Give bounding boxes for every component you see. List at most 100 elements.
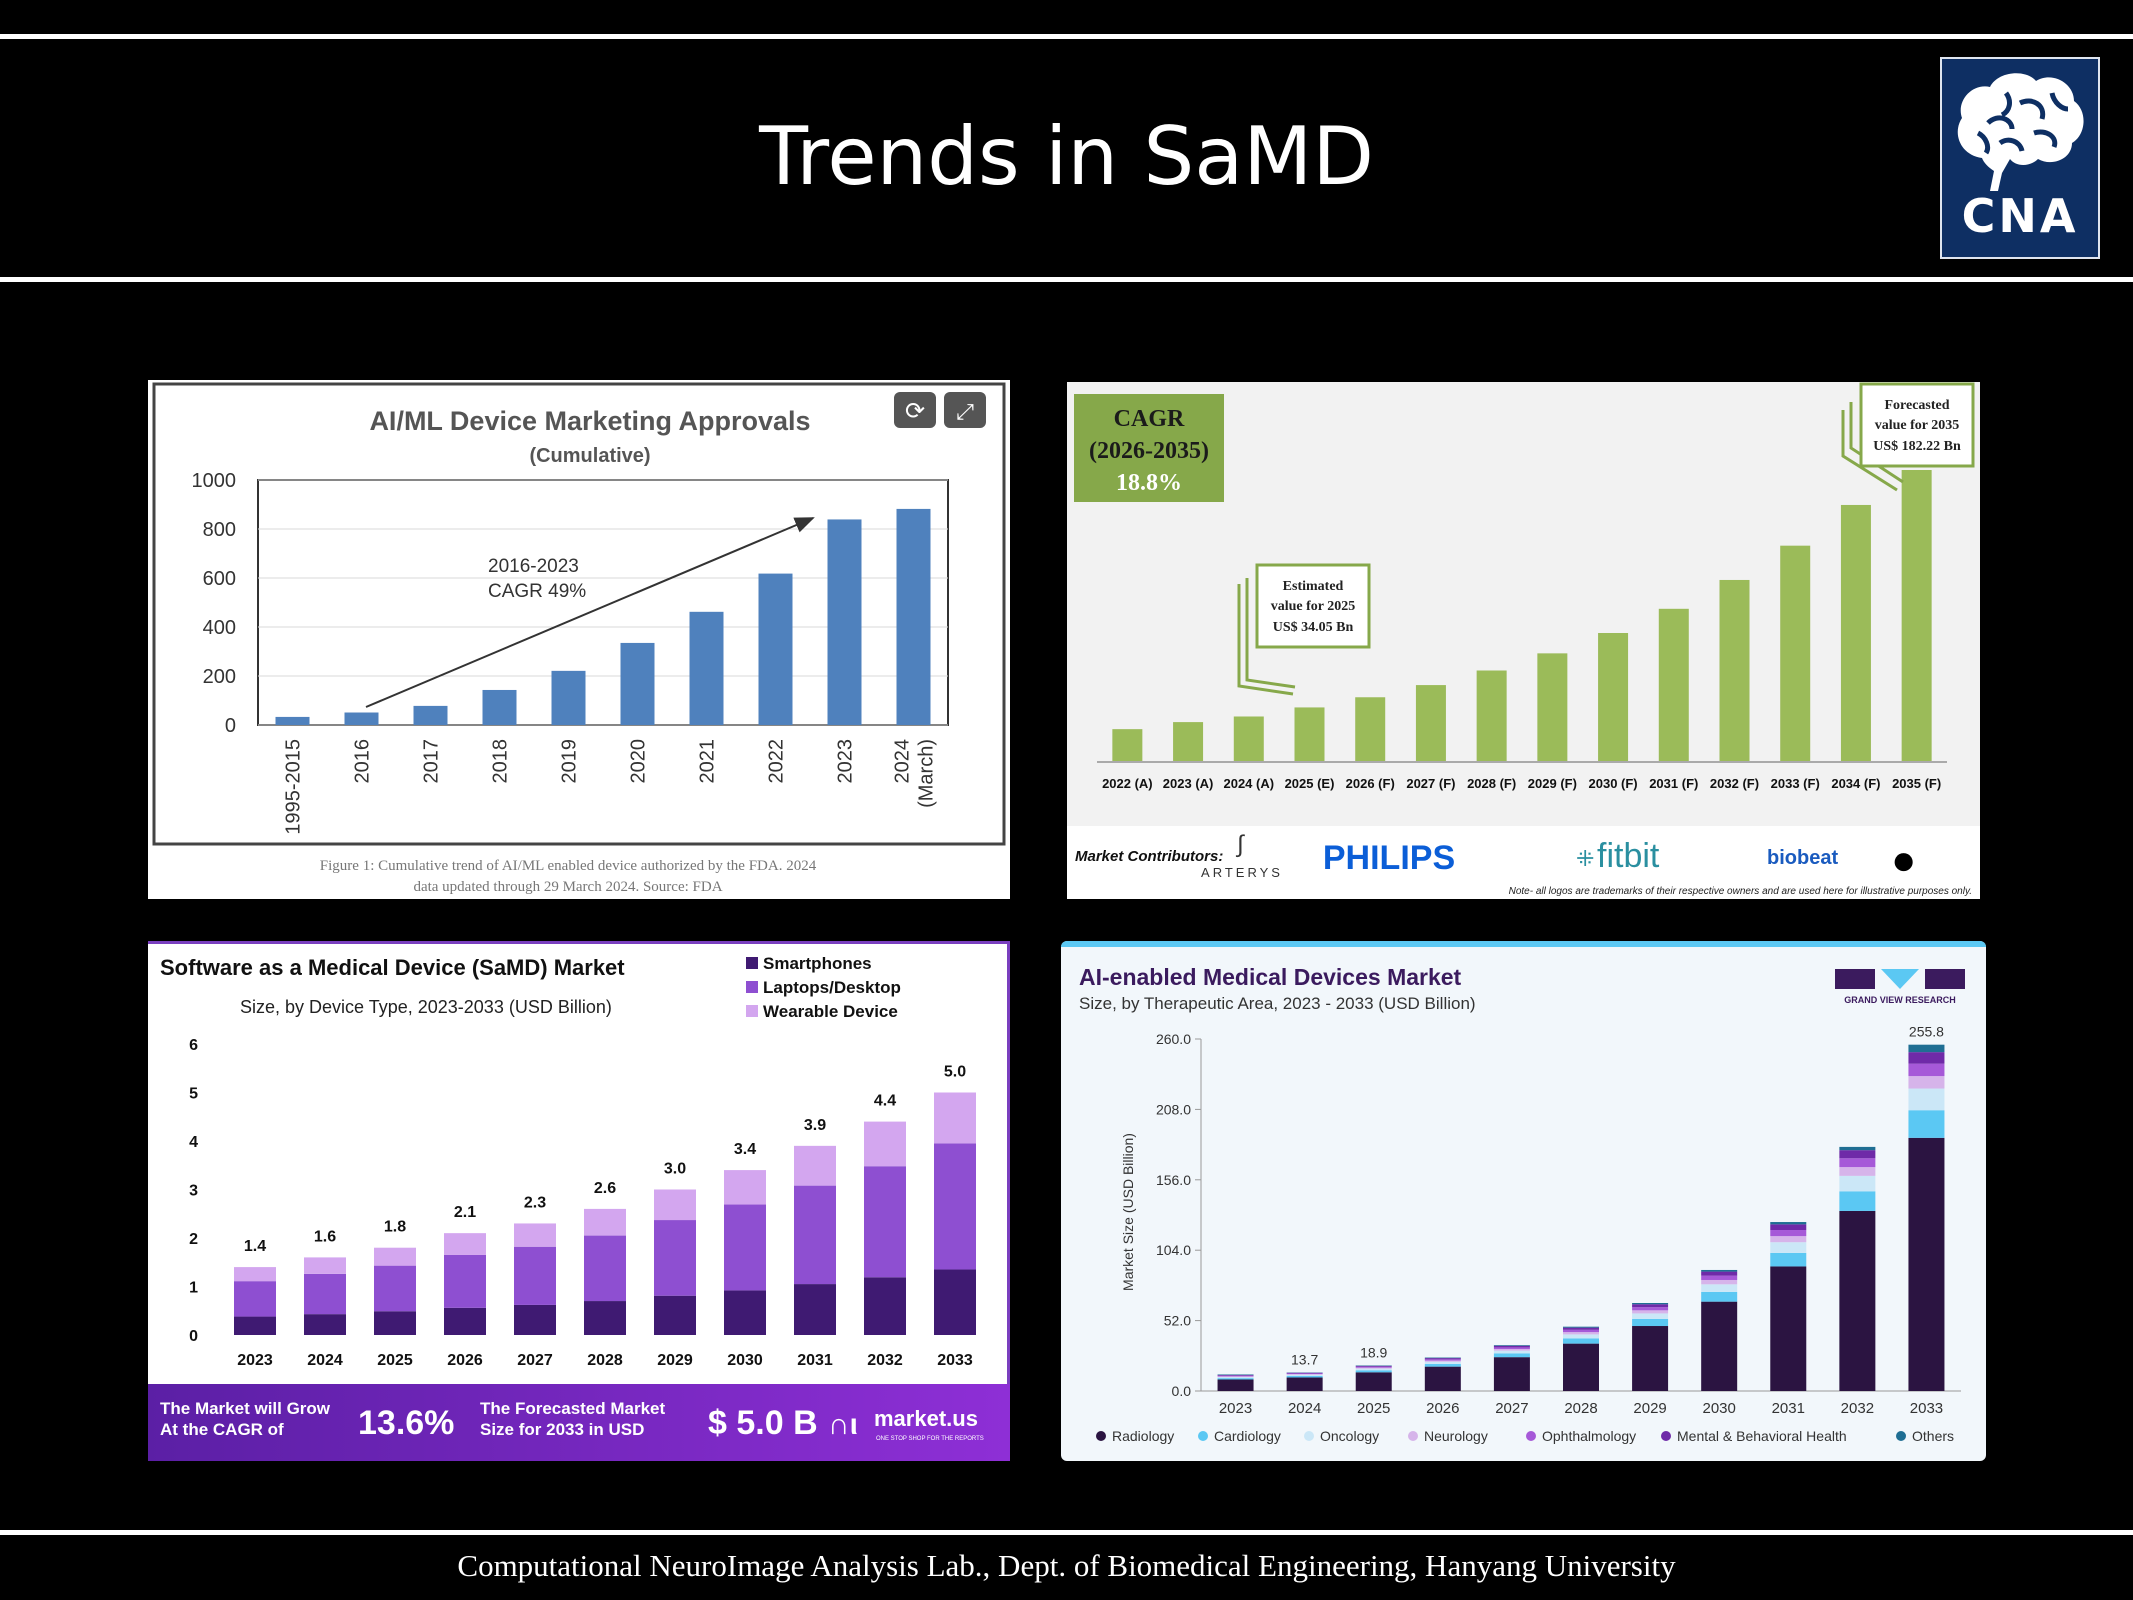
bar (275, 716, 310, 725)
bar-segment (1424, 1359, 1461, 1361)
bar-segment (514, 1246, 556, 1305)
legend-swatch (1096, 1431, 1106, 1441)
x-tick-label: 2032 (1841, 1400, 1874, 1417)
bar-segment (1839, 1150, 1876, 1159)
bar-segment (1355, 1365, 1392, 1367)
x-tick-label: 2024 (307, 1352, 343, 1369)
bar-segment (1424, 1358, 1461, 1360)
banner-forecast-line-1: The Forecasted Market (480, 1399, 666, 1418)
market-us-logo-icon: ∩ι (828, 1408, 858, 1441)
bar-segment (1839, 1175, 1876, 1192)
callout-2035-line-2: value for 2035 (1875, 418, 1960, 433)
samd-forecast-chart-panel: CAGR (2026-2035) 18.8% 2022 (A) 2023 (A) 2… (1067, 382, 1980, 899)
panel-right-border (1007, 941, 1010, 1461)
legend-label: Others (1912, 1428, 1954, 1444)
total-label: 4.4 (874, 1093, 896, 1110)
slide-title: Trends in SaMD (759, 110, 1374, 203)
bar-segment (584, 1235, 626, 1302)
bar (1233, 716, 1264, 762)
bar-segment (654, 1220, 696, 1296)
bar-segment (1632, 1313, 1669, 1319)
legend-label: Oncology (1320, 1428, 1379, 1444)
y-tick-label: 400 (203, 617, 236, 639)
bar-segment (1493, 1350, 1530, 1354)
bar (1294, 707, 1325, 762)
bar-segment (1355, 1368, 1392, 1371)
bar (620, 642, 655, 725)
legend-swatch (1526, 1431, 1536, 1441)
bar-segment (1701, 1284, 1738, 1292)
bar (1173, 722, 1204, 762)
bar-segment (1355, 1367, 1392, 1369)
ai-devices-chart-panel: AI-enabled Medical Devices Market Size, … (1061, 941, 1986, 1461)
bar-segment (304, 1273, 346, 1315)
contributors-strip (1067, 826, 1980, 899)
value-label: 13.7 (1291, 1351, 1318, 1367)
bar-segment (1908, 1052, 1945, 1064)
x-tick-label: 2026 (447, 1352, 483, 1369)
refresh-button[interactable]: ⟳ (894, 392, 936, 428)
cagr-box-period: (2026-2035) (1089, 438, 1209, 464)
bar (1598, 633, 1629, 762)
samd-device-type-chart-panel: Software as a Medical Device (SaMD) Mark… (148, 941, 1010, 1461)
bar-segment (1632, 1304, 1669, 1308)
bar-segment (724, 1290, 766, 1335)
callout-2035-line-1: Forecasted (1884, 398, 1949, 413)
x-tick-label: 2034 (F) (1831, 776, 1880, 791)
bar-segment (1632, 1307, 1669, 1311)
bar-segment (1770, 1252, 1807, 1267)
bar-segment (1908, 1137, 1945, 1391)
bar-segment (1839, 1158, 1876, 1168)
bar (896, 508, 931, 725)
x-tick-label: 2023 (1219, 1400, 1252, 1417)
bar-segment (1217, 1377, 1254, 1379)
bar-segment (234, 1316, 276, 1335)
trend-arrow (365, 517, 815, 708)
contributors-note: Note- all logos are trademarks of their … (1509, 886, 1972, 897)
bar-segment (654, 1295, 696, 1335)
y-tick-label: 0 (225, 715, 236, 737)
legend-swatch (746, 957, 758, 969)
bar-segment (864, 1121, 906, 1167)
x-tick-label: 2029 (1633, 1400, 1666, 1417)
bar-segment (1701, 1275, 1738, 1280)
bar-segment (1217, 1378, 1254, 1380)
bar (551, 670, 586, 725)
samd-forecast-chart: CAGR (2026-2035) 18.8% 2022 (A) 2023 (A) 2… (1067, 382, 1980, 899)
bar-segment (1839, 1146, 1876, 1151)
bar-segment (1770, 1242, 1807, 1253)
callout-2025-line-3: US$ 34.05 Bn (1273, 620, 1354, 635)
bar-segment (1770, 1224, 1807, 1231)
bar-segment (374, 1265, 416, 1312)
bar (758, 573, 793, 725)
total-label: 5.0 (944, 1064, 966, 1081)
expand-button[interactable]: ⤢ (944, 392, 986, 428)
bar-segment (1770, 1230, 1807, 1237)
chart-subtitle: Size, by Therapeutic Area, 2023 - 2033 (… (1079, 994, 1476, 1013)
bar-segment (1217, 1376, 1254, 1378)
bar-segment (514, 1223, 556, 1247)
legend-label: Cardiology (1214, 1428, 1281, 1444)
bar-segment (1839, 1191, 1876, 1211)
logo-text: CNA (1961, 189, 2079, 243)
arterys-logo-icon: ∫ (1235, 831, 1245, 858)
contributor-arterys: ARTERYS (1201, 865, 1283, 880)
x-tick-label: 2026 (F) (1346, 776, 1395, 791)
y-tick-label: 104.0 (1156, 1242, 1191, 1258)
cagr-box-label: CAGR (1114, 406, 1185, 432)
x-tick-label: 2031 (1772, 1400, 1805, 1417)
bar-segment (584, 1208, 626, 1236)
x-tick-label: 2030 (1702, 1400, 1735, 1417)
contributor-philips: PHILIPS (1323, 839, 1455, 877)
bar-segment (864, 1277, 906, 1335)
grand-view-logo-icon (1835, 969, 1965, 989)
x-tick-label: 2022 (A) (1102, 776, 1153, 791)
legend-label: Ophthalmology (1542, 1428, 1636, 1444)
banner-forecast-line-2: Size for 2033 in USD (480, 1420, 644, 1439)
cna-logo: CNA (1940, 57, 2100, 259)
banner-forecast-value: $ 5.0 B (708, 1404, 818, 1442)
legend-swatch (1896, 1431, 1906, 1441)
x-tick-label: 2027 (1495, 1400, 1528, 1417)
fda-approvals-chart: AI/ML Device Marketing Approvals (Cumula… (152, 382, 1006, 895)
legend-label: Smartphones (763, 954, 872, 973)
